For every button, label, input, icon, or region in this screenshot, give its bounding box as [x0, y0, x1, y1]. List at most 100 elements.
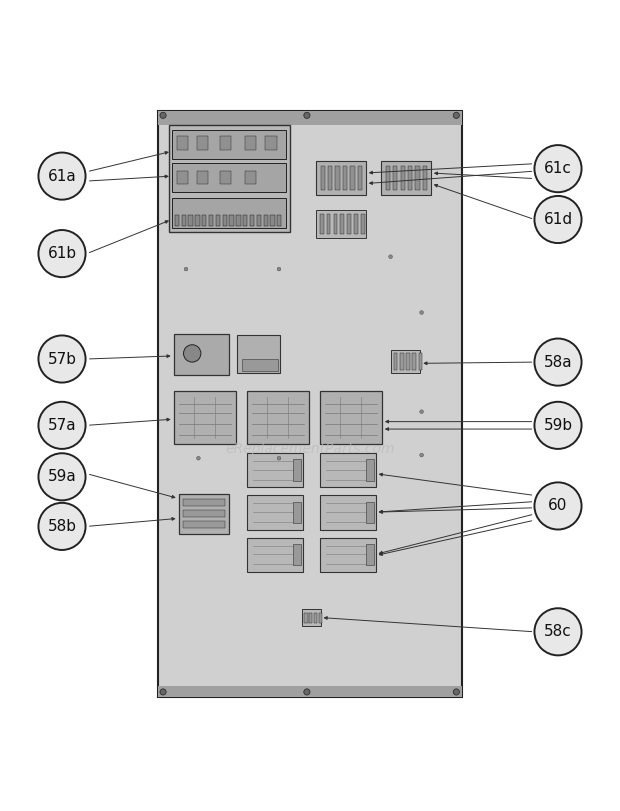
Circle shape: [38, 230, 86, 277]
Circle shape: [534, 483, 582, 530]
FancyBboxPatch shape: [188, 215, 193, 225]
FancyBboxPatch shape: [264, 215, 268, 225]
FancyBboxPatch shape: [158, 111, 462, 697]
FancyBboxPatch shape: [197, 171, 208, 183]
Circle shape: [184, 345, 201, 362]
FancyBboxPatch shape: [391, 350, 420, 373]
Circle shape: [277, 457, 281, 460]
FancyBboxPatch shape: [320, 214, 324, 234]
FancyBboxPatch shape: [220, 136, 231, 150]
FancyBboxPatch shape: [247, 453, 303, 487]
FancyBboxPatch shape: [223, 215, 227, 225]
FancyBboxPatch shape: [343, 165, 347, 190]
Text: 61c: 61c: [544, 161, 572, 176]
Text: 58b: 58b: [48, 519, 76, 534]
FancyBboxPatch shape: [316, 209, 366, 238]
Circle shape: [420, 410, 423, 414]
FancyBboxPatch shape: [320, 391, 382, 444]
FancyBboxPatch shape: [354, 214, 358, 234]
FancyBboxPatch shape: [293, 460, 301, 481]
FancyBboxPatch shape: [415, 165, 420, 190]
Text: eReplacementParts.com: eReplacementParts.com: [225, 442, 395, 456]
FancyBboxPatch shape: [229, 215, 234, 225]
FancyBboxPatch shape: [179, 494, 229, 534]
FancyBboxPatch shape: [293, 543, 301, 565]
FancyBboxPatch shape: [183, 521, 225, 528]
FancyBboxPatch shape: [245, 136, 256, 150]
FancyBboxPatch shape: [270, 215, 275, 225]
FancyBboxPatch shape: [320, 453, 376, 487]
FancyBboxPatch shape: [406, 354, 410, 370]
FancyBboxPatch shape: [408, 165, 412, 190]
Circle shape: [197, 457, 200, 460]
Circle shape: [453, 689, 459, 695]
Circle shape: [420, 453, 423, 457]
Circle shape: [38, 401, 86, 449]
Circle shape: [38, 453, 86, 500]
FancyBboxPatch shape: [265, 136, 277, 150]
FancyBboxPatch shape: [169, 125, 290, 232]
FancyBboxPatch shape: [400, 354, 404, 370]
FancyBboxPatch shape: [177, 136, 188, 150]
FancyBboxPatch shape: [327, 214, 330, 234]
FancyBboxPatch shape: [309, 612, 312, 623]
Text: 61d: 61d: [544, 212, 572, 227]
FancyBboxPatch shape: [347, 214, 351, 234]
FancyBboxPatch shape: [177, 171, 188, 183]
FancyBboxPatch shape: [277, 215, 281, 225]
FancyBboxPatch shape: [175, 215, 179, 225]
FancyBboxPatch shape: [386, 165, 390, 190]
Circle shape: [534, 196, 582, 243]
Circle shape: [38, 336, 86, 383]
FancyBboxPatch shape: [172, 198, 286, 228]
FancyBboxPatch shape: [250, 215, 254, 225]
Circle shape: [277, 268, 281, 271]
FancyBboxPatch shape: [423, 165, 427, 190]
Text: 57a: 57a: [48, 418, 76, 433]
Circle shape: [38, 152, 86, 200]
FancyBboxPatch shape: [174, 391, 236, 444]
FancyBboxPatch shape: [195, 215, 200, 225]
FancyBboxPatch shape: [319, 612, 322, 623]
FancyBboxPatch shape: [209, 215, 213, 225]
FancyBboxPatch shape: [394, 354, 397, 370]
FancyBboxPatch shape: [242, 359, 278, 371]
Circle shape: [304, 689, 310, 695]
Circle shape: [389, 255, 392, 259]
Text: 58a: 58a: [544, 354, 572, 370]
Circle shape: [304, 112, 310, 118]
FancyBboxPatch shape: [247, 538, 303, 572]
Text: 59b: 59b: [544, 418, 572, 433]
FancyBboxPatch shape: [216, 215, 220, 225]
FancyBboxPatch shape: [412, 354, 416, 370]
FancyBboxPatch shape: [350, 165, 355, 190]
FancyBboxPatch shape: [220, 171, 231, 183]
FancyBboxPatch shape: [316, 161, 366, 195]
Text: 61a: 61a: [48, 169, 76, 183]
Circle shape: [420, 311, 423, 315]
FancyBboxPatch shape: [257, 215, 261, 225]
Circle shape: [534, 145, 582, 192]
FancyBboxPatch shape: [366, 501, 374, 523]
FancyBboxPatch shape: [401, 165, 405, 190]
Circle shape: [160, 112, 166, 118]
Text: 61b: 61b: [48, 246, 76, 261]
Circle shape: [534, 338, 582, 386]
FancyBboxPatch shape: [174, 334, 229, 375]
FancyBboxPatch shape: [183, 510, 225, 517]
Circle shape: [534, 608, 582, 655]
FancyBboxPatch shape: [328, 165, 332, 190]
Text: 58c: 58c: [544, 624, 572, 639]
FancyBboxPatch shape: [335, 165, 340, 190]
FancyBboxPatch shape: [334, 214, 337, 234]
Text: 57b: 57b: [48, 351, 76, 367]
FancyBboxPatch shape: [358, 165, 362, 190]
FancyBboxPatch shape: [302, 610, 321, 625]
FancyBboxPatch shape: [304, 612, 308, 623]
FancyBboxPatch shape: [237, 335, 280, 373]
Circle shape: [160, 689, 166, 695]
FancyBboxPatch shape: [418, 354, 422, 370]
FancyBboxPatch shape: [314, 612, 317, 623]
FancyBboxPatch shape: [247, 391, 309, 444]
FancyBboxPatch shape: [158, 686, 462, 697]
